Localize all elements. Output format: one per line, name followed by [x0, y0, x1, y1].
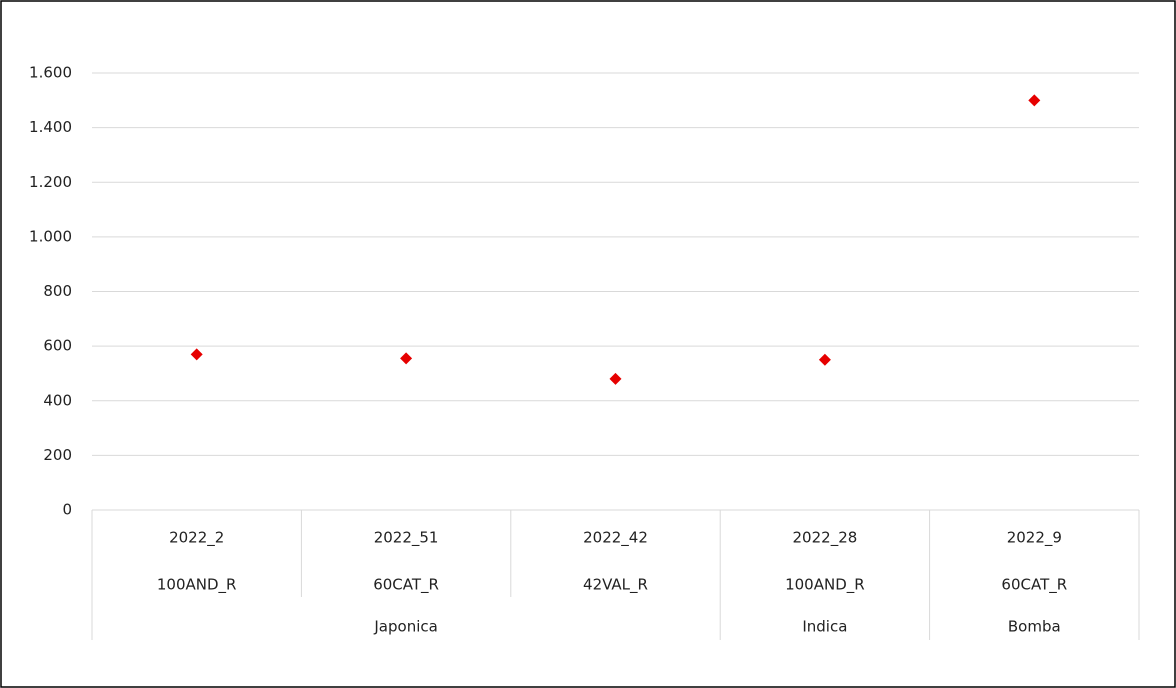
x-group-label: Japonica: [373, 618, 437, 636]
point: [1028, 94, 1041, 107]
y-tick-label: 200: [43, 446, 72, 464]
x-group-label: Indica: [802, 618, 847, 636]
point: [400, 352, 413, 365]
x-subtick-label: 60CAT_R: [373, 576, 439, 595]
x-tick-label: 2022_9: [1007, 529, 1062, 548]
y-tick-label: 400: [43, 391, 72, 409]
x-group-label: Bomba: [1008, 618, 1061, 636]
point: [190, 348, 203, 361]
point: [818, 353, 831, 366]
y-tick-label: 1.400: [29, 118, 72, 136]
y-tick-label: 600: [43, 337, 72, 355]
x-tick-label: 2022_42: [583, 529, 648, 548]
y-tick-label: 800: [43, 282, 72, 300]
x-tick-label: 2022_28: [793, 529, 858, 548]
x-subtick-label: 42VAL_R: [583, 576, 648, 595]
y-tick-label: 1.200: [29, 173, 72, 191]
y-tick-label: 1.600: [29, 64, 72, 82]
point: [609, 372, 622, 385]
x-subtick-label: 60CAT_R: [1001, 576, 1067, 595]
x-subtick-label: 100AND_R: [785, 576, 865, 595]
y-tick-label: 1.000: [29, 227, 72, 245]
x-subtick-label: 100AND_R: [157, 576, 237, 595]
y-tick-label: 0: [62, 501, 72, 519]
x-tick-label: 2022_51: [374, 529, 439, 548]
x-tick-label: 2022_2: [169, 529, 224, 548]
